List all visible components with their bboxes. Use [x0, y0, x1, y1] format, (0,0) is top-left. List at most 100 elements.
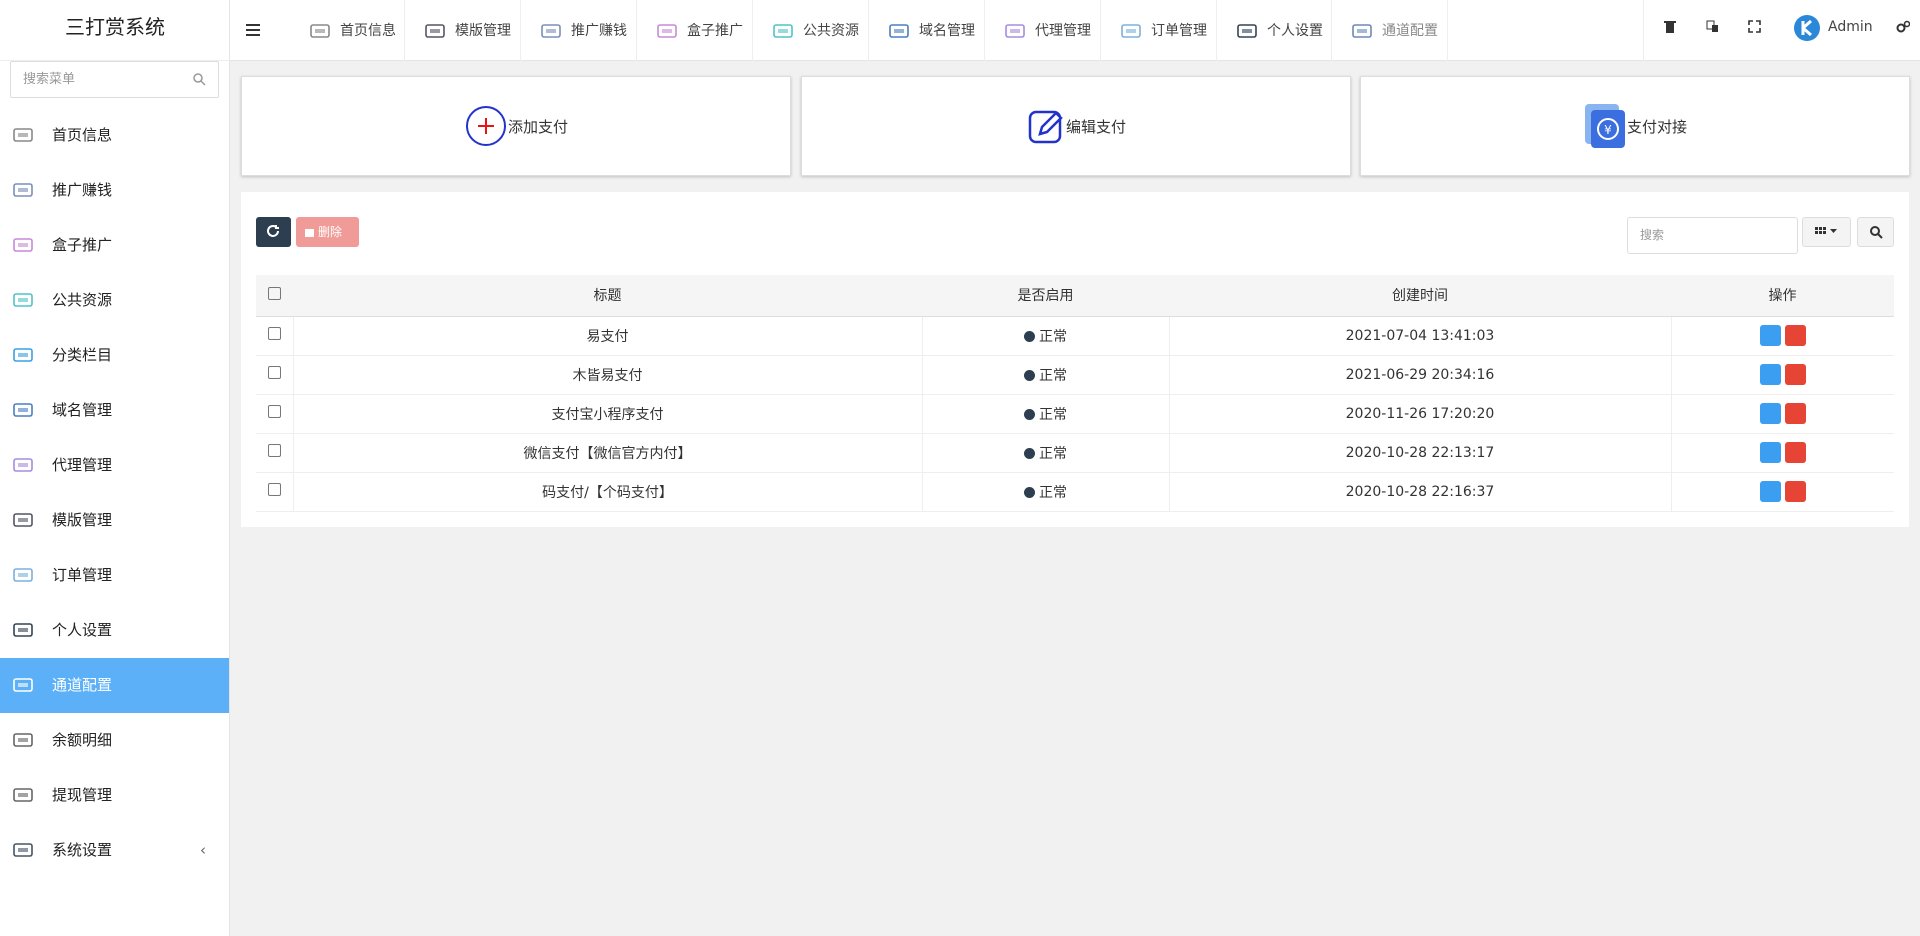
checkbox[interactable]	[267, 483, 281, 496]
menu-item[interactable]: 模版管理	[0, 493, 229, 548]
menu-item[interactable]: 通道配置	[0, 658, 229, 713]
nav-tab[interactable]: 公共资源	[753, 0, 869, 61]
menu-item[interactable]: 首页信息	[0, 108, 229, 163]
edit-button[interactable]	[1759, 403, 1781, 424]
menu-item[interactable]: 余额明细	[0, 713, 229, 768]
checkbox[interactable]	[268, 286, 281, 300]
row-check	[256, 394, 294, 434]
delete-row-button[interactable]	[1784, 442, 1806, 463]
menu-label: 代理管理	[52, 456, 113, 474]
edit-button[interactable]	[1759, 481, 1781, 502]
menu-item[interactable]: 推广赚钱	[0, 163, 229, 218]
row-time: 2021-07-04 13:41:03	[1169, 316, 1672, 356]
checkbox[interactable]	[267, 405, 281, 418]
checkbox[interactable]	[267, 366, 281, 379]
sidebar: 三打赏系统 搜索菜单 首页信息 推广赚钱 盒子推广 公共资源 分类栏目 域名管理 代理管理模…	[0, 0, 230, 936]
row-status: 正常	[922, 394, 1170, 434]
table-search[interactable]: 搜索	[1627, 217, 1798, 254]
checkbox[interactable]	[267, 327, 281, 340]
nav-tab[interactable]: 盒子推广	[637, 0, 753, 61]
nav-tab-label: 代理管理	[1035, 23, 1091, 39]
header-cell: 标题	[293, 275, 922, 317]
menu-item[interactable]: 订单管理	[0, 548, 229, 603]
row-status: 正常	[922, 433, 1170, 473]
status-label: 正常	[1039, 445, 1067, 462]
menu-label: 首页信息	[52, 126, 113, 144]
menu-label: 订单管理	[52, 566, 113, 584]
row-time: 2020-11-26 17:20:20	[1169, 394, 1672, 434]
status-dot	[1024, 369, 1035, 381]
checkbox[interactable]	[267, 444, 281, 457]
avatar[interactable]	[1794, 15, 1820, 41]
status-dot	[1024, 408, 1035, 420]
card-icon	[465, 106, 506, 146]
menu-item[interactable]: 个人设置	[0, 603, 229, 658]
nav-tab-label: 模版管理	[455, 23, 511, 39]
user-name[interactable]: Admin	[1828, 19, 1873, 35]
nav-tab-label: 个人设置	[1267, 23, 1323, 39]
menu-label: 盒子推广	[52, 236, 113, 254]
row-title: 木皆易支付	[293, 355, 923, 395]
menu-item[interactable]: 盒子推广	[0, 218, 229, 273]
status-label: 正常	[1039, 406, 1067, 423]
delete-row-button[interactable]	[1784, 364, 1806, 385]
header-cell: 创建时间	[1169, 275, 1671, 317]
header-cell: 是否启用	[922, 275, 1169, 317]
menu-label: 个人设置	[52, 621, 113, 639]
menu-item[interactable]: 公共资源	[0, 273, 229, 328]
nav-tab[interactable]: 首页信息	[290, 0, 405, 61]
refresh-button[interactable]	[256, 217, 291, 247]
row-time: 2020-10-28 22:16:37	[1169, 472, 1672, 512]
menu-item[interactable]: 分类栏目	[0, 328, 229, 383]
quick-card[interactable]: 编辑支付	[801, 76, 1351, 176]
nav-tab[interactable]: 个人设置	[1217, 0, 1332, 61]
row-actions	[1671, 355, 1894, 395]
delete-row-button[interactable]	[1784, 403, 1806, 424]
row-check	[256, 472, 294, 512]
quick-card[interactable]: ¥ 支付对接	[1360, 76, 1910, 176]
menu-search[interactable]: 搜索菜单	[10, 61, 219, 98]
card-content: 添加支付	[242, 77, 790, 175]
menu-label: 系统设置	[52, 841, 113, 859]
quick-card[interactable]: 添加支付	[241, 76, 791, 176]
table-header: 标题 是否启用 创建时间 操作	[256, 275, 1894, 317]
delete-button[interactable]: 删除	[296, 217, 359, 247]
menu-item[interactable]: 提现管理	[0, 768, 229, 823]
menu-label: 通道配置	[52, 676, 113, 694]
menu-toggle[interactable]	[246, 24, 260, 36]
settings-icon[interactable]	[1896, 20, 1910, 34]
nav-tab[interactable]: 模版管理	[405, 0, 521, 61]
row-time: 2020-10-28 22:13:17	[1169, 433, 1672, 473]
edit-button[interactable]	[1759, 442, 1781, 463]
nav-tab[interactable]: 域名管理	[869, 0, 985, 61]
menu-item[interactable]: 域名管理	[0, 383, 229, 438]
clear-icon[interactable]	[1664, 20, 1676, 33]
delete-label: 删除	[318, 225, 343, 239]
nav-tab[interactable]: 订单管理	[1101, 0, 1217, 61]
nav-tab[interactable]: 通道配置	[1332, 0, 1448, 61]
edit-button[interactable]	[1759, 364, 1781, 385]
table-row: 码支付/【个码支付】 正常 2020-10-28 22:16:37	[256, 472, 1894, 512]
status-label: 正常	[1039, 484, 1067, 501]
translate-icon[interactable]	[1706, 20, 1719, 33]
row-title: 微信支付【微信官方内付】	[293, 433, 923, 473]
search-button[interactable]	[1857, 217, 1894, 247]
fullscreen-icon[interactable]	[1748, 20, 1761, 33]
row-actions	[1671, 394, 1894, 434]
edit-button[interactable]	[1759, 325, 1781, 346]
delete-row-button[interactable]	[1784, 481, 1806, 502]
menu-label: 分类栏目	[52, 346, 113, 364]
menu-item[interactable]: 代理管理	[0, 438, 229, 493]
status-dot	[1024, 486, 1035, 498]
status-label: 正常	[1039, 367, 1067, 384]
menu-item[interactable]: 系统设置 ‹	[0, 823, 229, 878]
row-time: 2021-06-29 20:34:16	[1169, 355, 1672, 395]
card-content: 编辑支付	[802, 77, 1350, 175]
delete-row-button[interactable]	[1784, 325, 1806, 346]
expand-arrow: ‹	[200, 841, 206, 859]
nav-tab[interactable]: 代理管理	[985, 0, 1101, 61]
nav-tab[interactable]: 推广赚钱	[521, 0, 637, 61]
columns-button[interactable]	[1802, 217, 1851, 247]
status-label: 正常	[1039, 328, 1067, 345]
